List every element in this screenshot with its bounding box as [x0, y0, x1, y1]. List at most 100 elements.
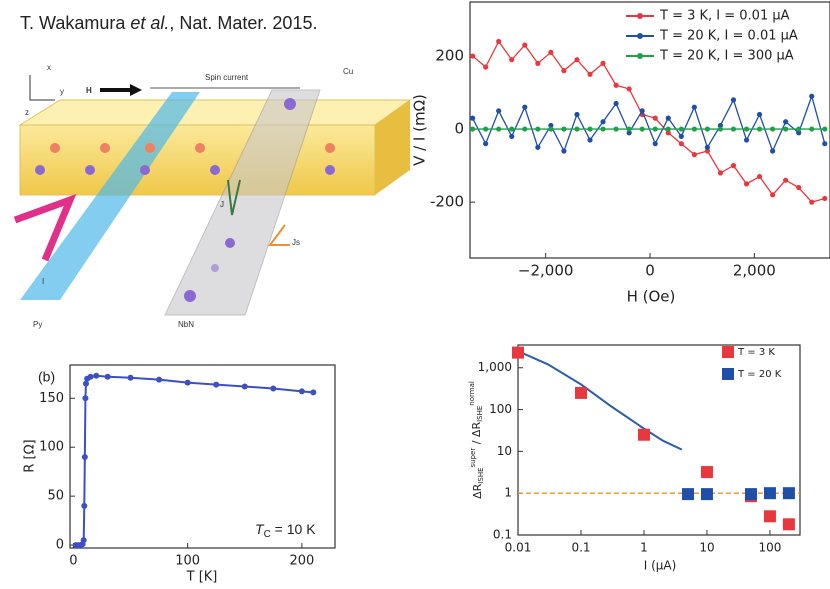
point [796, 126, 802, 132]
x-tick-label: 0.01 [505, 541, 532, 555]
legend-swatch [637, 13, 643, 19]
point [637, 428, 650, 441]
point [700, 466, 713, 479]
point [678, 141, 684, 147]
point [561, 126, 567, 132]
point [809, 126, 815, 132]
point [470, 126, 476, 132]
y-axis-label: V / I (mΩ) [411, 94, 429, 166]
point [600, 60, 606, 66]
x-tick-label: 200 [289, 554, 314, 569]
legend-swatch [637, 33, 643, 39]
legend-label: T = 20 K, I = 300 μA [659, 49, 794, 64]
citation-journal: , Nat. Mater. 2015. [169, 13, 317, 33]
y-axis-label: R [Ω] [23, 439, 38, 472]
point [770, 148, 776, 154]
annotation-part: C [264, 529, 271, 540]
point [613, 82, 619, 88]
point [822, 141, 828, 147]
point [184, 379, 191, 386]
point [626, 130, 632, 136]
legend-label: T = 3 K, I = 0.01 μA [659, 9, 790, 24]
panel-label: (b) [38, 369, 55, 385]
spin-current-label: Spin current [205, 73, 249, 82]
x-axis-label: H (Oe) [627, 288, 676, 306]
x-axis-label: T [K] [186, 570, 218, 585]
point [704, 148, 710, 154]
y-tick-label: 0 [56, 538, 64, 553]
point [796, 130, 802, 136]
point [613, 100, 619, 107]
y-axis-label-part: ISHE [476, 406, 484, 422]
point [717, 170, 724, 176]
x-axis-label: I (μA) [644, 559, 677, 573]
y-tick-label: 1,000 [478, 360, 512, 374]
point [704, 144, 710, 150]
point [730, 97, 737, 103]
point [522, 126, 528, 132]
point [561, 148, 567, 154]
plot-frame [69, 364, 336, 549]
point [509, 57, 515, 63]
point [587, 137, 593, 143]
j-label: J [220, 200, 224, 209]
point [756, 173, 763, 180]
legend-swatch [722, 368, 734, 380]
y-axis-label-part: super [469, 448, 477, 468]
point [763, 487, 776, 500]
point [270, 385, 277, 392]
point [652, 115, 658, 121]
point [600, 126, 606, 132]
point [717, 126, 724, 132]
point [483, 126, 489, 132]
series-line [472, 94, 826, 153]
point [613, 126, 619, 132]
y-axis-label-part: / ΔR [470, 422, 483, 448]
point [213, 381, 220, 388]
point [691, 152, 697, 158]
x-tick-label: 100 [758, 541, 781, 555]
point [548, 49, 554, 55]
point [483, 64, 489, 70]
cu-top [18, 99, 412, 126]
citation: T. Wakamura et al., Nat. Mater. 2015. [20, 13, 317, 33]
series-line [75, 374, 314, 547]
point [691, 126, 697, 132]
point [82, 395, 89, 402]
j-arrow [227, 179, 241, 216]
point [535, 126, 541, 132]
point [87, 373, 94, 380]
nbn-bar [164, 89, 321, 316]
point [548, 126, 554, 132]
point [665, 130, 671, 136]
nbn-label: NbN [178, 320, 194, 329]
point [652, 126, 658, 132]
x-tick-label: −2,000 [518, 262, 574, 280]
axis-z-label: z [25, 108, 29, 117]
point [681, 488, 694, 501]
x-tick-label: 10 [699, 541, 714, 555]
point [639, 126, 645, 132]
h-label: H [86, 86, 92, 95]
point [509, 133, 515, 139]
i-label: I [42, 277, 44, 286]
js-arrow [268, 224, 290, 246]
annotation-part: = 10 K [271, 521, 316, 537]
point [763, 510, 776, 523]
point [535, 144, 541, 150]
point [82, 380, 89, 387]
x-tick-label: 0.1 [571, 541, 590, 555]
point [522, 104, 528, 110]
py-bar [20, 92, 200, 300]
y-tick-label: 10 [497, 444, 512, 458]
point [587, 71, 593, 77]
x-tick-label: 2,000 [733, 262, 776, 280]
point [822, 195, 828, 202]
point [665, 115, 671, 121]
y-tick-label: -200 [430, 193, 464, 211]
y-axis-label-part: ΔR [471, 483, 484, 499]
point [691, 104, 697, 110]
point [756, 111, 763, 118]
point [809, 199, 815, 205]
